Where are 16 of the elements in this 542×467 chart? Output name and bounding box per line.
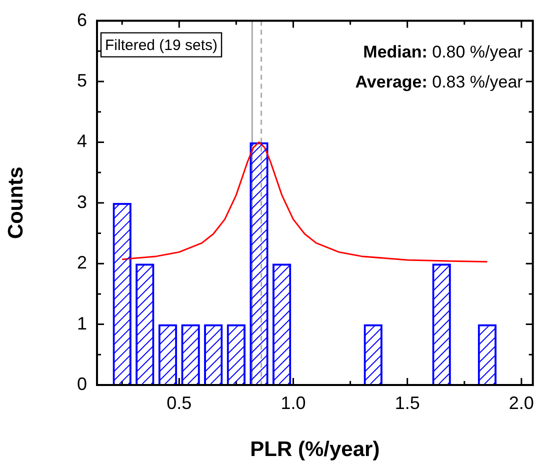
- y-tick-label: 5: [76, 70, 87, 90]
- x-tick-label: 2.0: [508, 392, 534, 413]
- annotation: Average: 0.83 %/year: [355, 72, 524, 92]
- y-tick-label: 1: [76, 313, 87, 334]
- x-tick-label: 0.5: [166, 392, 192, 413]
- y-tick-label: 6: [76, 10, 87, 30]
- y-tick-label: 4: [76, 131, 87, 152]
- annotation: Filtered (19 sets): [105, 36, 218, 54]
- x-tick-label: 1.0: [280, 392, 306, 413]
- x-axis-title: PLR (%/year): [250, 438, 380, 462]
- y-tick-label: 2: [76, 252, 87, 273]
- y-axis-title: Counts: [4, 166, 28, 240]
- y-tick-label: 3: [76, 192, 87, 212]
- annotation: Median: 0.80 %/year: [363, 42, 524, 62]
- y-tick-label: 0: [76, 374, 87, 394]
- x-tick-label: 1.5: [394, 392, 420, 413]
